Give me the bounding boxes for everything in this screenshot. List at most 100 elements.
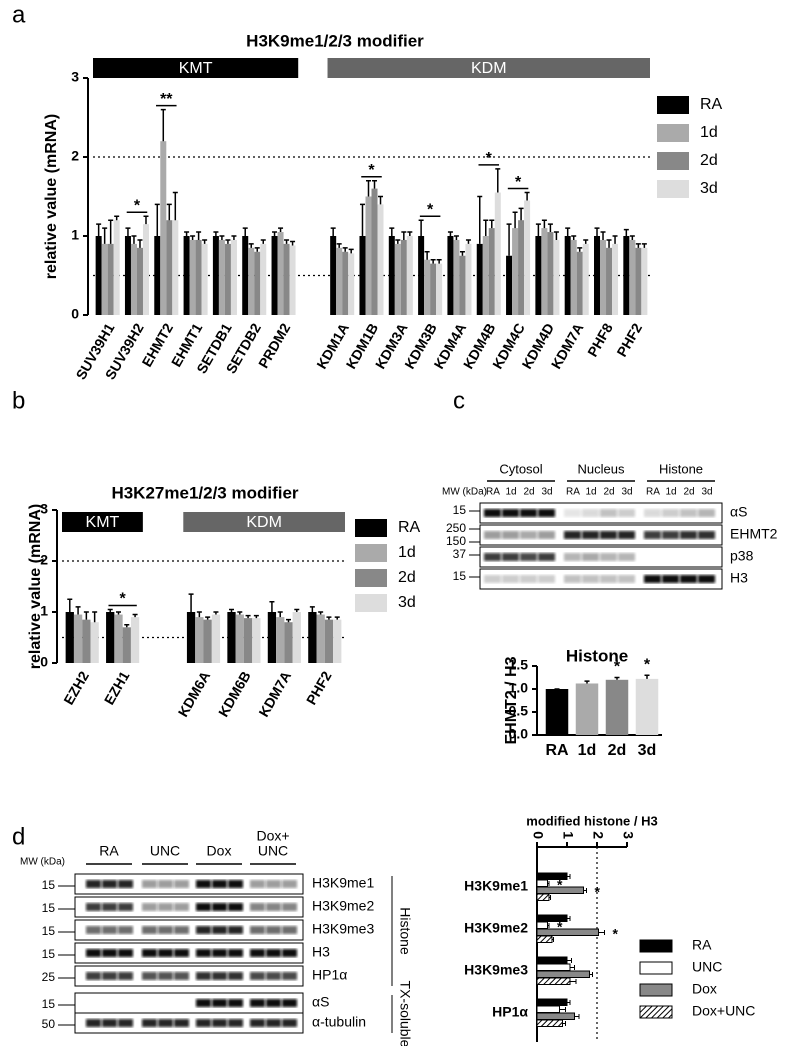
legend-swatch	[657, 180, 689, 198]
error-bar	[447, 231, 453, 236]
bar	[276, 617, 285, 663]
blot-band	[118, 949, 133, 957]
blot-band	[698, 575, 715, 583]
bar	[536, 963, 571, 971]
bar	[284, 622, 293, 663]
bar	[142, 224, 149, 315]
blot-band	[174, 949, 189, 957]
blot-band	[266, 999, 281, 1007]
legend-swatch	[639, 939, 673, 953]
bar	[400, 239, 407, 315]
blot-band	[228, 999, 243, 1007]
blot-band	[158, 880, 173, 888]
bar	[248, 247, 255, 315]
bar	[101, 243, 108, 315]
blot-band	[250, 972, 265, 980]
error-bar	[231, 235, 237, 240]
bar	[600, 239, 607, 315]
blot-band	[600, 553, 617, 561]
blot-band	[102, 880, 117, 888]
mw-label: 15	[42, 997, 56, 1011]
bar	[136, 247, 143, 315]
mw-label: 25	[42, 970, 56, 984]
bar	[82, 619, 91, 663]
bar	[212, 236, 219, 315]
legend-swatch	[355, 544, 387, 562]
blot-band	[158, 903, 173, 911]
bar	[365, 196, 372, 315]
blot-band	[228, 1019, 243, 1027]
x-tick-label: PHF2	[303, 668, 335, 707]
blot-band	[520, 575, 537, 583]
mw-title: MW (kDa)	[20, 857, 65, 868]
blot-band	[600, 531, 617, 539]
legend-label: 3d	[398, 594, 416, 611]
error-bar	[459, 251, 465, 256]
bar	[575, 683, 599, 735]
blot-band	[520, 509, 537, 517]
bar	[189, 239, 196, 315]
error-bar	[269, 601, 275, 612]
error-bar	[594, 227, 600, 236]
bar	[465, 243, 472, 315]
error-bar	[565, 227, 571, 236]
error-bar	[606, 239, 612, 248]
annotation: *	[515, 174, 522, 191]
bar	[243, 618, 253, 663]
bar	[377, 204, 384, 315]
bar	[95, 236, 102, 315]
blot-band	[196, 999, 211, 1007]
mw-label: 50	[42, 1017, 56, 1031]
annotation: *	[644, 656, 651, 673]
blot-band	[282, 1019, 297, 1027]
error-bar	[378, 195, 384, 205]
x-tick-label: 2d	[608, 742, 627, 759]
bar	[283, 243, 290, 315]
bar	[348, 253, 355, 315]
annotation: *	[557, 919, 563, 935]
blot-band	[228, 972, 243, 980]
error-bar	[541, 219, 547, 229]
x-tick-label: EZH2	[60, 668, 92, 707]
blot-band	[174, 1019, 189, 1027]
blot-band	[212, 999, 227, 1007]
blot-band	[484, 531, 501, 539]
blot-band	[158, 926, 173, 934]
y-tick-label: 0.5	[509, 703, 529, 719]
blot-band	[282, 999, 297, 1007]
x-tick-label: KDM7A	[255, 668, 294, 719]
panel-label: a	[12, 1, 26, 28]
fraction-label: Nucleus	[578, 461, 625, 476]
blot-band	[212, 903, 227, 911]
error-bar	[424, 251, 430, 260]
bar	[536, 1019, 563, 1027]
blot-band	[158, 1019, 173, 1027]
blot-band	[538, 575, 555, 583]
error-bar	[584, 680, 590, 684]
blot-band	[644, 509, 661, 517]
error-bar	[96, 223, 102, 236]
bar	[641, 247, 648, 315]
legend-swatch	[657, 152, 689, 170]
protein-label: αS	[312, 994, 329, 1010]
legend-label: 2d	[700, 152, 718, 169]
blot-band	[484, 509, 501, 517]
y-axis-label: relative value (mRNA)	[43, 114, 60, 279]
legend-swatch	[355, 519, 387, 537]
bar	[536, 1012, 575, 1020]
lane-label: 1d	[665, 487, 676, 498]
blot-band	[212, 972, 227, 980]
error-bar	[547, 223, 553, 233]
blot-band	[582, 553, 599, 561]
y-tick-label: 1.5	[509, 657, 529, 673]
bar	[545, 689, 569, 735]
blot-band	[582, 575, 599, 583]
blot-band	[484, 553, 501, 561]
error-bar	[294, 608, 300, 612]
section-label: TX-soluble	[397, 981, 413, 1046]
bar	[242, 236, 249, 315]
x-tick-label: 1d	[578, 742, 597, 759]
error-bar	[465, 239, 471, 244]
bar	[254, 251, 261, 315]
